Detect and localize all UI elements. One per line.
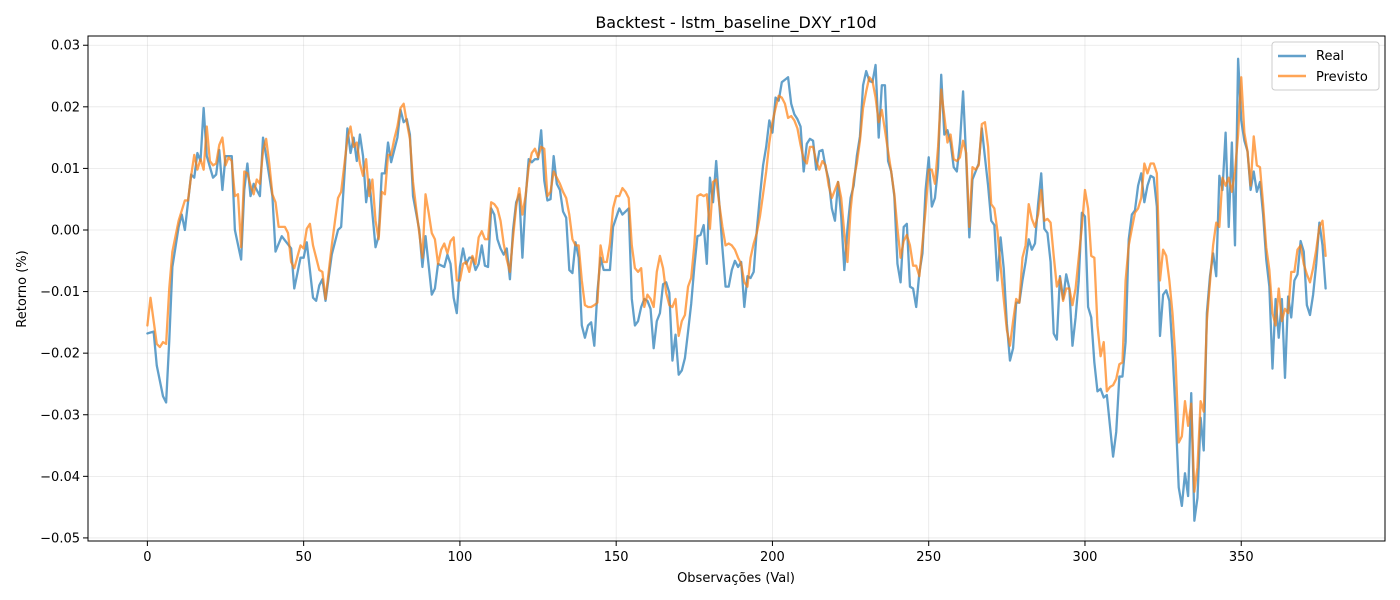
x-tick-label: 200 (760, 550, 785, 565)
y-tick-label: 0.00 (51, 223, 80, 238)
y-tick-label: −0.02 (40, 347, 80, 362)
x-axis-ticks: 0 50 100 150 200 250 300 350 (143, 541, 1254, 565)
x-tick-label: 50 (295, 550, 312, 565)
x-tick-label: 250 (916, 550, 941, 565)
legend: Real Previsto (1271, 41, 1380, 91)
x-tick-label: 0 (143, 550, 151, 565)
y-tick-label: 0.02 (51, 100, 80, 115)
y-tick-label: −0.01 (40, 285, 80, 300)
y-tick-label: −0.04 (40, 470, 80, 485)
x-tick-label: 300 (1073, 550, 1098, 565)
plot-frame (87, 35, 1386, 542)
series-line-previsto (146, 76, 1327, 493)
legend-label-real: Real (1316, 49, 1344, 64)
legend-label-previsto: Previsto (1316, 70, 1368, 85)
series-lines (146, 57, 1327, 522)
y-axis-label: Retorno (%) (15, 250, 30, 327)
x-tick-label: 350 (1229, 550, 1254, 565)
legend-box (1271, 41, 1380, 91)
y-tick-label: 0.01 (51, 162, 80, 177)
y-tick-label: 0.03 (51, 39, 80, 54)
series-line-real (146, 57, 1327, 522)
chart-title: Backtest - lstm_baseline_DXY_r10d (595, 13, 876, 33)
grid (88, 36, 1385, 541)
y-tick-label: −0.03 (40, 408, 80, 423)
y-tick-label: −0.05 (40, 531, 80, 546)
x-tick-label: 150 (604, 550, 629, 565)
y-axis-ticks: 0.03 0.02 0.01 0.00 −0.01 −0.02 −0.03 −0.04 −0.0… (40, 39, 88, 546)
x-axis-label: Observações (Val) (677, 571, 795, 586)
x-tick-label: 100 (447, 550, 472, 565)
